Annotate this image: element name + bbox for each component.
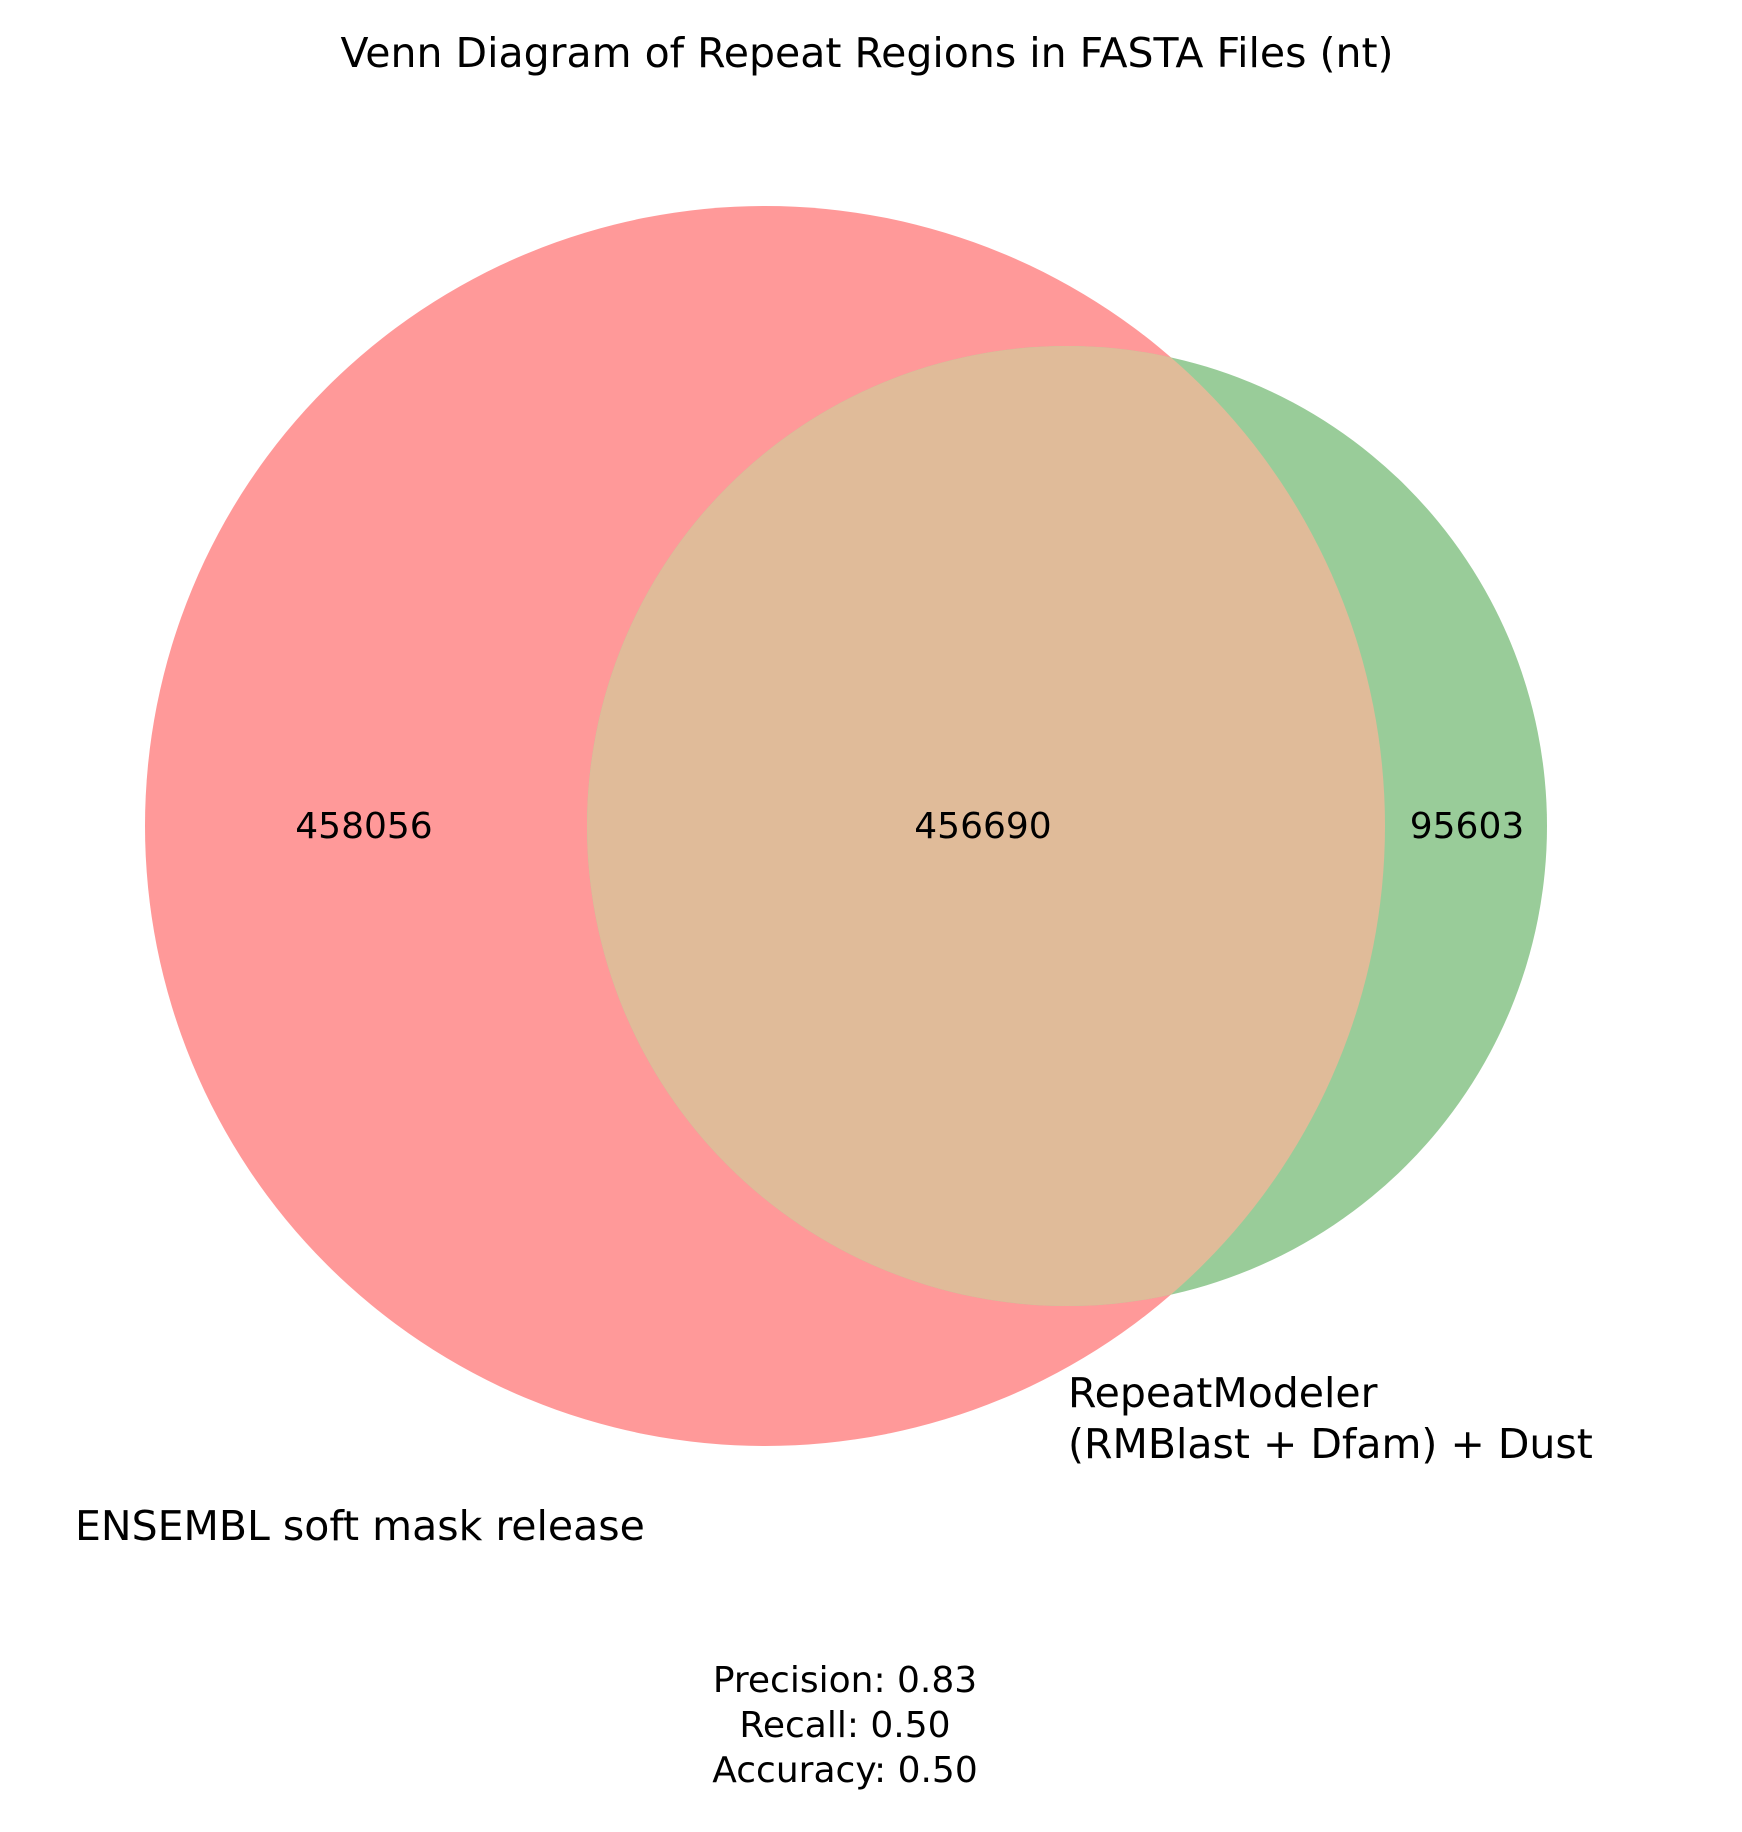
set-b-only-count: 95603 [1410,806,1525,847]
intersection-region [587,346,1385,1306]
set-b-label-line-1: RepeatModeler [1068,1369,1378,1417]
set-a-only-count: 458056 [295,806,432,847]
intersection-count: 456690 [914,806,1051,847]
precision-metric: Precision: 0.83 [713,1660,977,1701]
chart-title: Venn Diagram of Repeat Regions in FASTA … [340,29,1393,77]
recall-metric: Recall: 0.50 [739,1705,950,1746]
set-b-label-line-2: (RMBlast + Dfam) + Dust [1068,1420,1593,1468]
accuracy-metric: Accuracy: 0.50 [712,1750,977,1791]
set-a-label: ENSEMBL soft mask release [75,1502,645,1550]
